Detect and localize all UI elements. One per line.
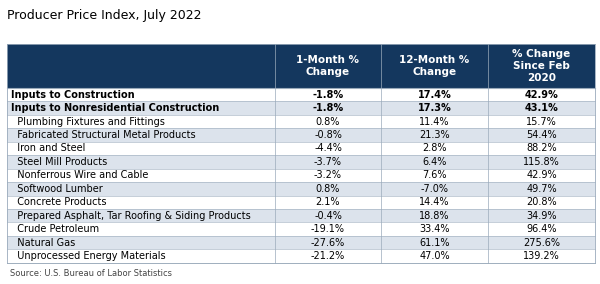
Text: -19.1%: -19.1% (311, 224, 345, 234)
Text: Nonferrous Wire and Cable: Nonferrous Wire and Cable (11, 170, 148, 180)
Text: 2.1%: 2.1% (316, 197, 340, 207)
Text: Producer Price Index, July 2022: Producer Price Index, July 2022 (7, 9, 202, 22)
Text: -7.0%: -7.0% (421, 184, 448, 194)
Text: Natural Gas: Natural Gas (11, 237, 75, 248)
Text: 1-Month %
Change: 1-Month % Change (296, 55, 359, 77)
Text: Prepared Asphalt, Tar Roofing & Siding Products: Prepared Asphalt, Tar Roofing & Siding P… (11, 211, 251, 221)
Text: 7.6%: 7.6% (422, 170, 446, 180)
Text: -0.8%: -0.8% (314, 130, 342, 140)
Text: 18.8%: 18.8% (419, 211, 449, 221)
Text: -3.2%: -3.2% (314, 170, 342, 180)
Text: 0.8%: 0.8% (316, 117, 340, 127)
Text: -3.7%: -3.7% (314, 157, 342, 167)
Text: Inputs to Nonresidential Construction: Inputs to Nonresidential Construction (11, 103, 219, 113)
Text: 139.2%: 139.2% (523, 251, 560, 261)
Text: Plumbing Fixtures and Fittings: Plumbing Fixtures and Fittings (11, 117, 164, 127)
Text: -1.8%: -1.8% (313, 90, 344, 100)
Text: Source: U.S. Bureau of Labor Statistics: Source: U.S. Bureau of Labor Statistics (10, 269, 172, 278)
Text: -4.4%: -4.4% (314, 143, 342, 153)
Text: 33.4%: 33.4% (419, 224, 449, 234)
Text: % Change
Since Feb
2020: % Change Since Feb 2020 (512, 49, 571, 83)
Text: 96.4%: 96.4% (526, 224, 557, 234)
Text: Crude Petroleum: Crude Petroleum (11, 224, 99, 234)
Text: 42.9%: 42.9% (526, 170, 557, 180)
Text: 61.1%: 61.1% (419, 237, 449, 248)
Text: 88.2%: 88.2% (526, 143, 557, 153)
Text: -1.8%: -1.8% (313, 103, 344, 113)
Text: 17.3%: 17.3% (418, 103, 451, 113)
Text: Fabricated Structural Metal Products: Fabricated Structural Metal Products (11, 130, 196, 140)
Text: Inputs to Construction: Inputs to Construction (11, 90, 134, 100)
Text: 20.8%: 20.8% (526, 197, 557, 207)
Text: 34.9%: 34.9% (526, 211, 557, 221)
Text: Steel Mill Products: Steel Mill Products (11, 157, 107, 167)
Text: 15.7%: 15.7% (526, 117, 557, 127)
Text: 0.8%: 0.8% (316, 184, 340, 194)
Text: 275.6%: 275.6% (523, 237, 560, 248)
Text: Softwood Lumber: Softwood Lumber (11, 184, 103, 194)
Text: 2.8%: 2.8% (422, 143, 446, 153)
Text: Concrete Products: Concrete Products (11, 197, 106, 207)
Text: 42.9%: 42.9% (524, 90, 558, 100)
Text: Unprocessed Energy Materials: Unprocessed Energy Materials (11, 251, 166, 261)
Text: 115.8%: 115.8% (523, 157, 560, 167)
Text: 47.0%: 47.0% (419, 251, 449, 261)
Text: 14.4%: 14.4% (419, 197, 449, 207)
Text: 49.7%: 49.7% (526, 184, 557, 194)
Text: 21.3%: 21.3% (419, 130, 449, 140)
Text: Iron and Steel: Iron and Steel (11, 143, 85, 153)
Text: 54.4%: 54.4% (526, 130, 557, 140)
Text: -27.6%: -27.6% (311, 237, 345, 248)
Text: -21.2%: -21.2% (311, 251, 345, 261)
Text: 43.1%: 43.1% (524, 103, 558, 113)
Text: 6.4%: 6.4% (422, 157, 446, 167)
Text: 11.4%: 11.4% (419, 117, 449, 127)
Text: -0.4%: -0.4% (314, 211, 342, 221)
Text: 12-Month %
Change: 12-Month % Change (399, 55, 470, 77)
Text: 17.4%: 17.4% (418, 90, 451, 100)
